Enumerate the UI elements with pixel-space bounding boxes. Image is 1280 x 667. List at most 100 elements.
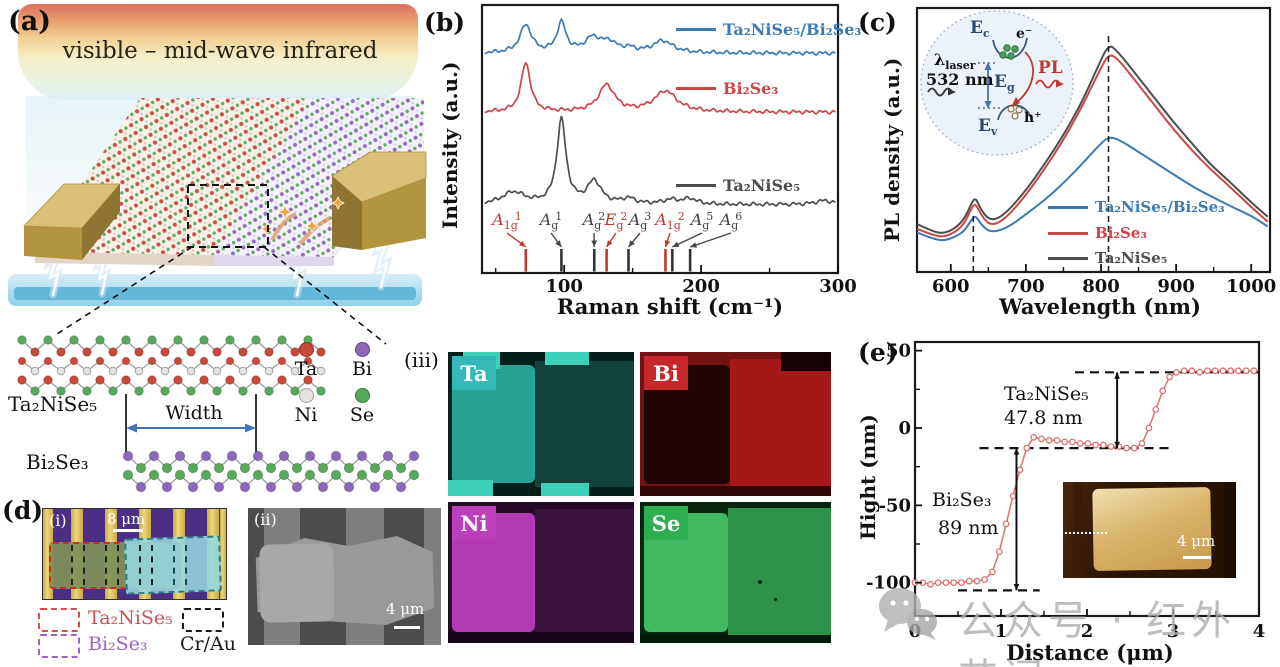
pl-x-axis-label: Wavelength (nm) [999,294,1201,319]
buried-electrode-edge [139,545,141,585]
atom-icon [330,469,342,481]
arrowhead-icon [672,241,680,247]
data-point-marker [1219,367,1227,375]
legend-item: Ta₂NiSe₅/Bi₂Se₃ [1048,198,1225,216]
height-y-axis-label: Hight (nm) [856,414,880,540]
zoom-connector [53,246,193,337]
panel-label-d: (d) [2,496,44,525]
atom-legend-ni: Ni [284,388,328,426]
atom-icon [161,481,173,493]
eds-map-se: Se [640,502,831,643]
valence-band-label: Ev [978,116,998,138]
bond-line [127,455,415,469]
atom-icon [174,469,186,481]
atom-icon [69,375,79,385]
atom-icon [265,462,277,474]
atom-icon [408,450,420,462]
subpanel-label-i: (i) [49,511,67,530]
data-point-marker [1069,438,1076,446]
atom-icon [134,347,144,357]
atom-icon [135,481,147,493]
atom-icon [291,462,303,474]
buried-electrode-edge [117,545,119,585]
legend-line-icon [1048,231,1088,235]
atom-icon [174,450,186,462]
atom-icon [252,469,264,481]
legend-line-icon [676,28,716,31]
arrowhead-icon [1114,441,1120,449]
bond-line [21,360,322,372]
arrowhead-icon [1056,80,1064,88]
atom-icon [239,462,251,474]
atom-icon [82,366,92,376]
raman-mode-label: A1g1 [492,210,522,232]
data-point-marker [1242,367,1250,375]
eds-edge [640,485,831,496]
pl-emission-label: PL [1038,58,1063,78]
atom-icon [148,450,160,462]
data-point-marker [1076,440,1084,447]
atom-icon [56,366,66,376]
legend-label: Bi₂Se₃ [88,633,148,655]
panel-label-e: (e) [858,338,898,367]
atom-icon [69,335,79,345]
legend-label: Ta₂NiSe₅/Bi₂Se₃ [1095,198,1225,216]
eds-map-bi: Bi [640,352,831,496]
atom-symbol: Ta [294,358,318,380]
ni-atom-icon [298,388,314,403]
atom-icon [95,375,105,385]
atom-icon [187,481,199,493]
data-point-marker [1211,367,1219,375]
electron-icon [999,51,1007,59]
lightning-icon [92,246,112,298]
raman-y-axis-label: Intensity (a.u.) [438,61,462,229]
substrate-stripe [14,287,416,300]
electron-label: e⁻ [1016,26,1033,42]
hole-label: h⁺ [1024,110,1042,126]
atom-icon [226,450,238,462]
scale-bar-label: 4 μm [1177,532,1216,550]
atom-icon [251,356,261,366]
ta2nise5-thickness-material: Ta₂NiSe₅ [1004,383,1089,405]
data-point-marker [1130,444,1138,452]
arrowhead-icon [606,240,613,247]
data-point-marker [1092,441,1099,449]
arrowhead-icon [518,240,526,247]
legend-label: Cr/Au [180,633,236,655]
atom-icon [278,450,290,462]
ta2nise5-outline-key [38,608,80,632]
bi2se3-outline-key [38,634,80,658]
atom-icon [343,481,355,493]
atom-icon [317,481,329,493]
atom-icon [304,469,316,481]
atom-icon [108,347,118,357]
bi2se3-label: Bi₂Se₃ [26,450,89,474]
laser-wavelength-label: λlaser [934,50,976,72]
data-point-marker [1038,435,1045,443]
atom-icon [108,386,118,396]
atom-icon [356,469,368,481]
atom-icon [134,366,144,376]
afm-electrode [1073,482,1083,578]
atom-icon [17,335,27,345]
atom-icon [173,375,183,385]
atom-icon [17,356,27,366]
data-point-marker [1235,367,1242,375]
data-point-marker [1159,387,1167,395]
atom-icon [173,356,183,366]
x-tick-label: 1000 [1226,276,1276,297]
atom-icon [122,450,134,462]
atom-icon [278,469,290,481]
bond-line [21,339,322,353]
atom-icon [330,450,342,462]
atom-icon [147,375,157,385]
atom-icon [213,462,225,474]
subpanel-label-ii: (ii) [254,510,277,529]
legend-label: Bi₂Se₃ [1095,224,1147,242]
raman-mode-label: Ag3 [628,210,652,232]
atom-icon [382,450,394,462]
light-beam-glow [26,96,412,246]
atom-icon [161,462,173,474]
data-point-marker [1123,444,1130,452]
raman-spectra: 100 200 300 [484,17,857,297]
